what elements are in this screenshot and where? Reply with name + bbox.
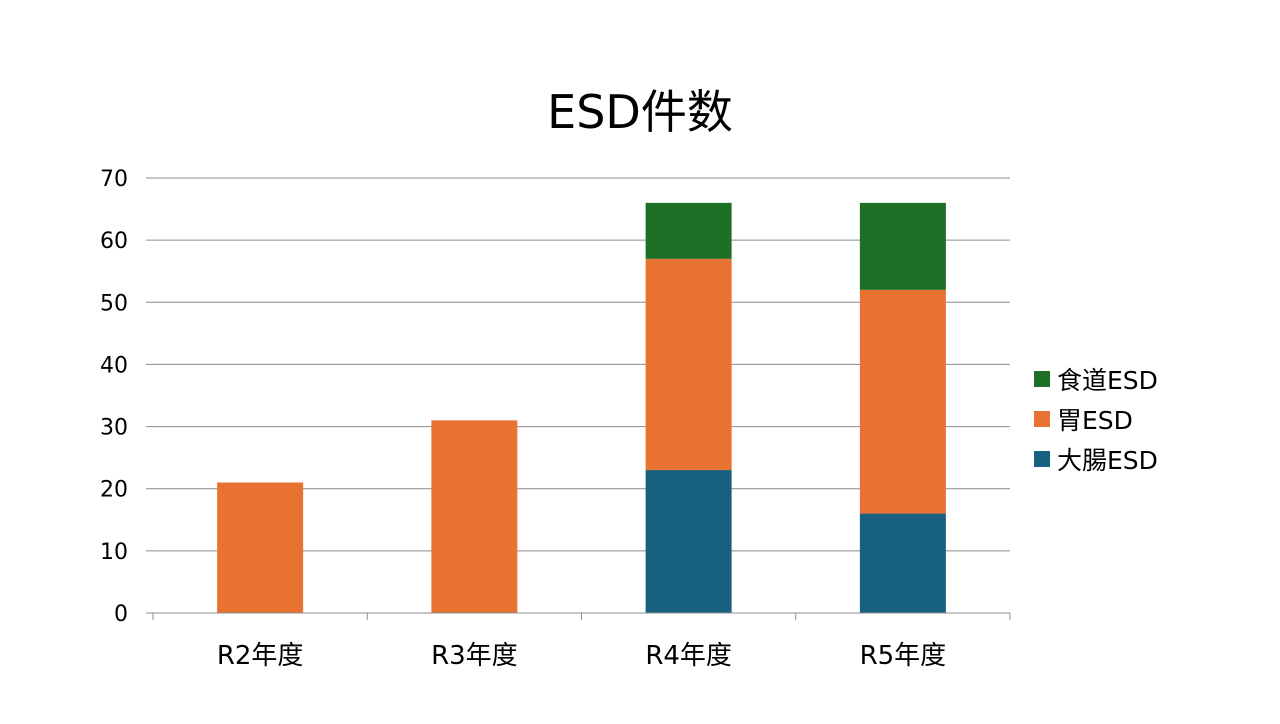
legend-swatch: [1034, 451, 1050, 467]
y-tick-label: 20: [100, 478, 128, 503]
y-tick-label: 10: [100, 540, 128, 565]
bar-segment: [859, 513, 946, 613]
y-tick-label: 0: [114, 602, 128, 627]
x-axis-labels: R2年度 R3年度 R4年度 R5年度: [217, 641, 946, 671]
x-category-label: R3年度: [431, 641, 518, 671]
bars: [217, 202, 946, 613]
bar-segment: [645, 258, 732, 471]
legend-label: 胃ESD: [1057, 406, 1133, 435]
bar-segment: [217, 482, 304, 613]
y-tick-label: 60: [100, 229, 128, 254]
legend-swatch: [1034, 411, 1050, 427]
x-category-label: R2年度: [217, 641, 304, 671]
legend-swatch: [1034, 371, 1050, 387]
y-tick-label: 30: [100, 416, 128, 441]
x-axis: [146, 612, 1011, 620]
legend-label: 食道ESD: [1057, 366, 1158, 395]
legend-label: 大腸ESD: [1057, 446, 1158, 475]
y-tick-label: 50: [100, 291, 128, 316]
chart-title: ESD件数: [547, 85, 733, 139]
y-axis-ticks: 0 10 20 30 40 50 60 70: [100, 167, 128, 627]
bar-segment: [645, 202, 732, 259]
x-category-label: R5年度: [860, 641, 947, 671]
bar-segment: [431, 420, 518, 613]
y-tick-label: 40: [100, 353, 128, 378]
x-category-label: R4年度: [645, 641, 732, 671]
bar-segment: [645, 470, 732, 613]
y-tick-label: 70: [100, 167, 128, 192]
bar-segment: [859, 202, 946, 290]
legend: 食道ESD 胃ESD 大腸ESD: [1034, 366, 1158, 475]
bar-segment: [859, 289, 946, 514]
